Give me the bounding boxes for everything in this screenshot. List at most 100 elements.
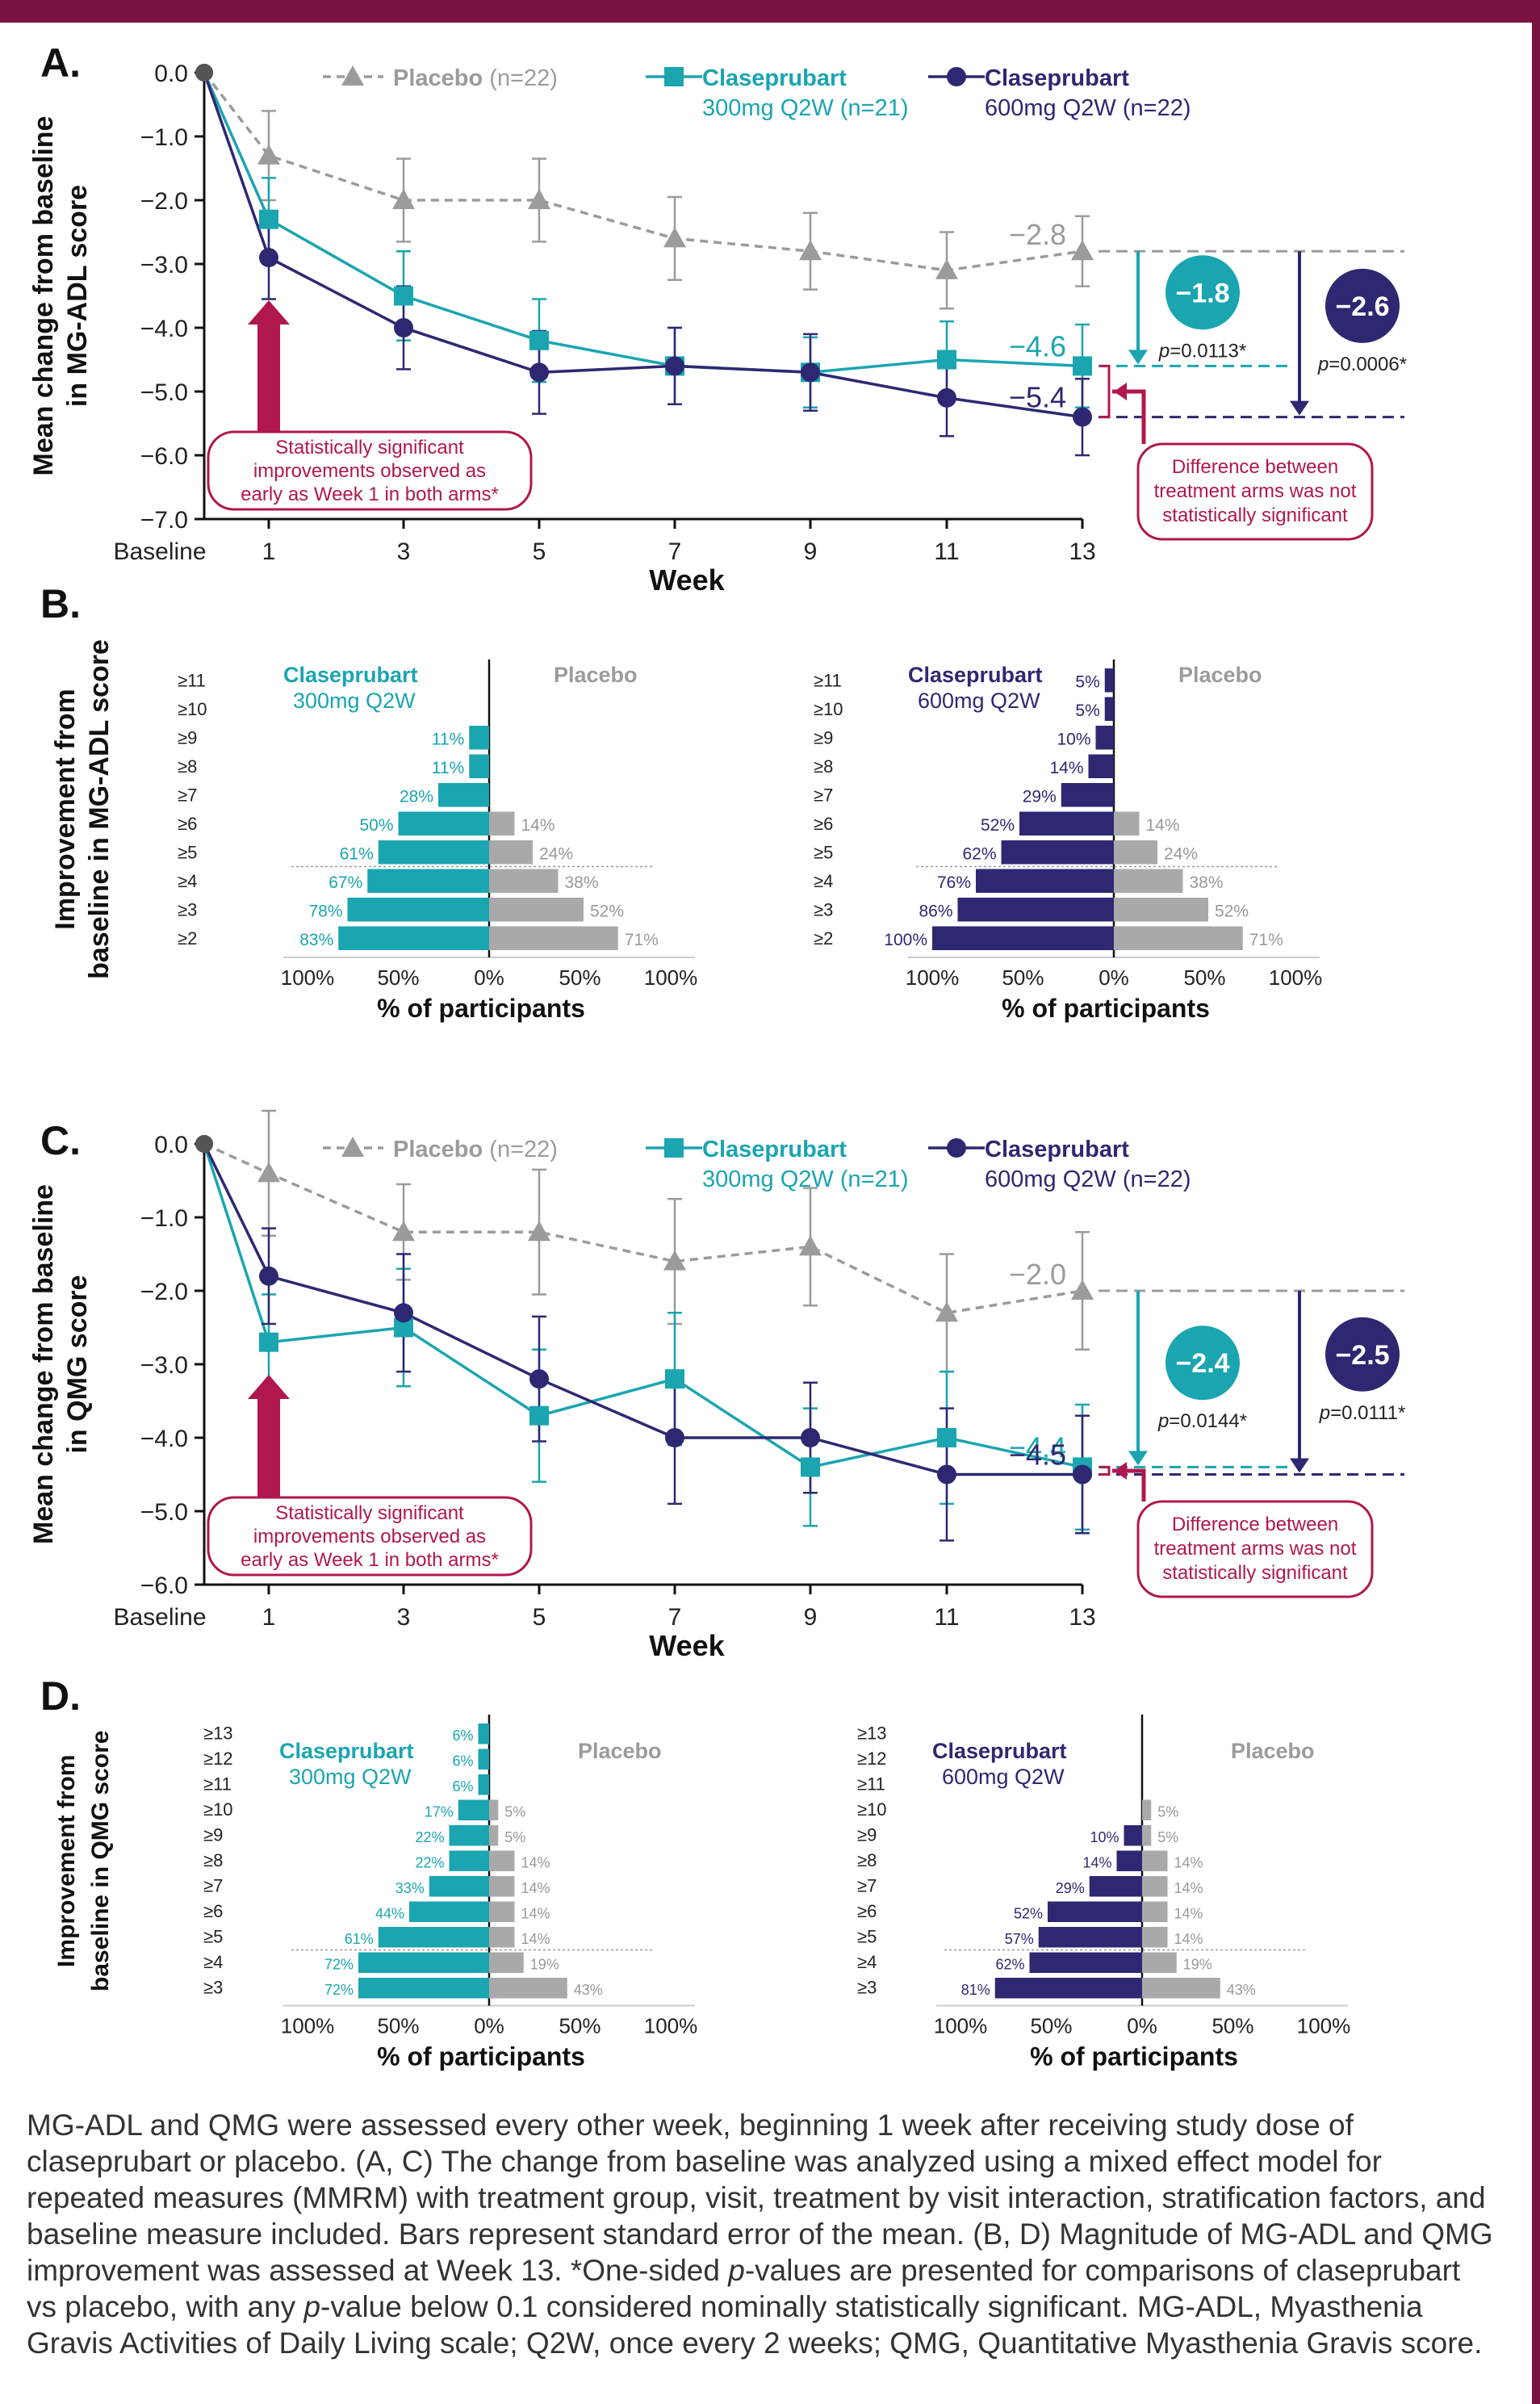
left-active-value: 72% [324, 1982, 354, 1998]
category-label: ≥10 [857, 1799, 887, 1820]
callout-right-text: statistically significant [1162, 505, 1348, 526]
callout-right-arrowhead [1114, 1461, 1127, 1480]
figure-caption: MG-ADL and QMG were assessed every other… [27, 2107, 1496, 2361]
bracket [1099, 1465, 1111, 1476]
legend-placebo-n: (n=22) [489, 1137, 558, 1162]
y-tick-label: −5.0 [140, 379, 188, 406]
x-tick-label: 11 [934, 538, 959, 565]
caption-p-italic: p [728, 2254, 745, 2287]
x-tick-label: 5 [533, 538, 546, 565]
right-active-bar [1124, 1825, 1142, 1846]
dose300-point [665, 1369, 684, 1389]
p-italic: p [1317, 354, 1329, 375]
category-label: ≥7 [814, 785, 833, 806]
dose300-point [801, 1457, 820, 1477]
dose600-point [529, 362, 549, 383]
category-label: ≥6 [814, 814, 833, 834]
right-active-value: 29% [1023, 787, 1057, 806]
right-active-value: 62% [962, 844, 996, 863]
placebo-line [203, 71, 1083, 272]
callout-right-arrowhead [1114, 383, 1127, 400]
left-placebo-bar [489, 898, 584, 922]
y-tick-label: −2.0 [140, 1279, 188, 1305]
diff-600-bubble [1325, 1317, 1400, 1392]
y-tick-label: −7.0 [140, 507, 188, 534]
right-placebo-bar [1114, 811, 1140, 836]
diff-600-pvalue: p=0.0006* [1317, 354, 1407, 375]
placebo-point [663, 227, 686, 248]
callout-left-arrowhead [248, 300, 290, 325]
dose600-point [394, 318, 413, 337]
left-group-title: Claseprubart [283, 663, 418, 687]
p-italic: p [1319, 1402, 1330, 1424]
left-active-bar [458, 1799, 489, 1820]
diff-600-value: −2.5 [1335, 1340, 1389, 1371]
placebo-point [663, 1250, 686, 1271]
y-tick-label: −6.0 [140, 443, 188, 470]
right-active-value: 14% [1049, 759, 1083, 777]
x-tick-label: 100% [644, 965, 698, 990]
left-placebo-bar [489, 1952, 524, 1973]
dose600-line [203, 1143, 1082, 1476]
category-label: ≥2 [814, 928, 833, 949]
x-tick-label: 50% [559, 965, 601, 990]
diff-600-bubble [1325, 268, 1400, 343]
dose600-line [203, 72, 1083, 419]
right-placebo-title: Placebo [1178, 663, 1262, 687]
left-placebo-title: Placebo [554, 663, 638, 687]
x-tick-label: 50% [377, 965, 419, 990]
arrow-600-head [1290, 400, 1309, 416]
left-active-value: 17% [425, 1803, 454, 1820]
category-label: ≥8 [203, 1850, 223, 1870]
category-label: ≥9 [203, 1825, 223, 1845]
category-label: ≥8 [857, 1850, 877, 1870]
right-placebo-bar [1114, 898, 1208, 922]
legend-300-marker [664, 1138, 684, 1158]
left-active-bar [409, 1901, 489, 1922]
category-label: ≥5 [178, 843, 197, 863]
category-label: ≥6 [203, 1901, 223, 1921]
placebo-line [203, 1142, 1083, 1315]
legend-placebo-marker [341, 65, 364, 86]
dose600-point [801, 362, 820, 383]
legend-600-marker [947, 67, 966, 86]
panel-letter: A. [40, 40, 81, 86]
dose600-point [259, 248, 278, 268]
diff-300-value: −2.4 [1175, 1348, 1229, 1379]
dose600-point [1073, 1464, 1092, 1485]
left-placebo-value: 19% [530, 1956, 559, 1972]
category-label: ≥9 [857, 1825, 877, 1845]
left-active-bar [358, 1978, 489, 1999]
right-active-bar [957, 898, 1114, 922]
panel-letter: B. [40, 581, 81, 626]
category-label: ≥7 [178, 785, 197, 806]
category-label: ≥4 [857, 1952, 877, 1972]
dose300-point [937, 1428, 956, 1447]
left-placebo-value: 14% [521, 1905, 550, 1921]
x-tick-label: 3 [397, 538, 411, 565]
dose300-point [259, 209, 278, 229]
callout-left-box [207, 430, 533, 511]
left-active-bar [449, 1850, 489, 1871]
right-active-bar [1001, 840, 1114, 865]
left-active-bar [469, 754, 489, 778]
left-group-title: Claseprubart [279, 1739, 414, 1763]
left-active-value: 78% [308, 902, 342, 920]
category-label: ≥4 [178, 871, 197, 891]
left-active-bar [338, 926, 489, 950]
category-label: ≥10 [203, 1799, 233, 1820]
left-placebo-value: 43% [574, 1982, 603, 1998]
left-active-value: 28% [400, 787, 433, 806]
right-active-bar [976, 869, 1114, 893]
callout-right-box [1136, 442, 1374, 541]
right-placebo-value: 5% [1157, 1803, 1178, 1820]
placebo-point [1071, 240, 1094, 261]
category-label: ≥11 [857, 1774, 885, 1795]
dose300-line [203, 72, 1083, 375]
left-active-bar [347, 898, 489, 922]
callout-left-text: early as Week 1 in both arms* [241, 1549, 499, 1571]
left-active-value: 6% [452, 1753, 473, 1769]
dose600-point [937, 1464, 956, 1485]
left-active-bar [378, 840, 489, 865]
right-active-value: 10% [1090, 1829, 1119, 1845]
